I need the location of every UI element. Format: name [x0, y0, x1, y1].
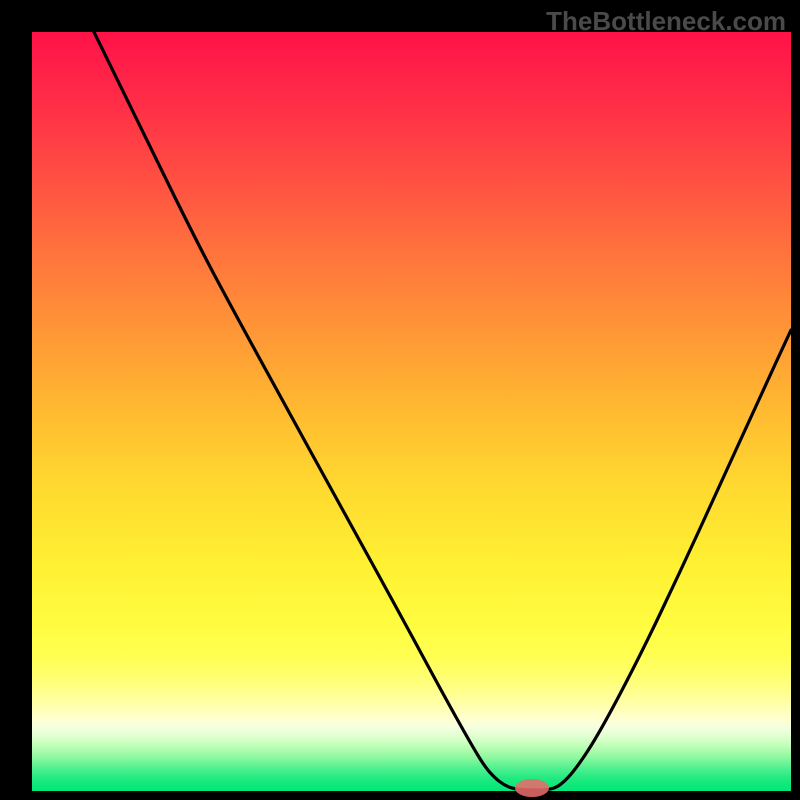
watermark-text: TheBottleneck.com [546, 6, 786, 37]
chart-background [32, 32, 791, 791]
optimum-marker [515, 779, 549, 797]
bottleneck-chart [0, 0, 800, 800]
